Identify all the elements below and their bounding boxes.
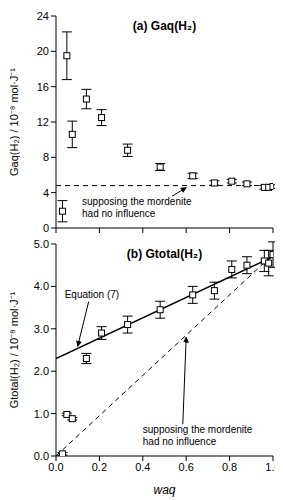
svg-text:0.4: 0.4 xyxy=(135,461,150,473)
svg-text:8: 8 xyxy=(43,151,49,163)
svg-text:Gaq(H₂) / 10⁻⁸ mol·J⁻¹: Gaq(H₂) / 10⁻⁸ mol·J⁻¹ xyxy=(8,68,20,176)
svg-text:3.0: 3.0 xyxy=(34,323,49,335)
svg-text:waq: waq xyxy=(153,483,175,497)
svg-text:24: 24 xyxy=(37,10,49,22)
svg-text:12: 12 xyxy=(37,116,49,128)
svg-text:5.0: 5.0 xyxy=(34,240,49,250)
svg-text:2.0: 2.0 xyxy=(34,365,49,377)
svg-text:0.8: 0.8 xyxy=(222,461,237,473)
html-text:(b) Gtotal(H₂): (b) Gtotal(H₂) xyxy=(126,247,203,261)
svg-text:0: 0 xyxy=(43,222,49,234)
svg-text:Gtotal(H₂) / 10⁻⁸ mol·J⁻¹: Gtotal(H₂) / 10⁻⁸ mol·J⁻¹ xyxy=(8,291,20,408)
svg-text:0.0: 0.0 xyxy=(34,450,49,462)
svg-text:20: 20 xyxy=(37,45,49,57)
svg-text:1.0: 1.0 xyxy=(265,461,275,473)
svg-text:0.0: 0.0 xyxy=(48,461,63,473)
svg-text:0.2: 0.2 xyxy=(92,461,107,473)
svg-text:1.0: 1.0 xyxy=(34,408,49,420)
html-text:supposing the mordenite had no: supposing the mordenite had no influence xyxy=(142,424,253,448)
svg-text:4.0: 4.0 xyxy=(34,280,49,292)
svg-text:4: 4 xyxy=(43,187,49,199)
svg-text:0.6: 0.6 xyxy=(179,461,194,473)
html-text:Equation (7): Equation (7) xyxy=(64,288,120,300)
html-text:(a) Gaq(H₂): (a) Gaq(H₂) xyxy=(132,19,197,33)
svg-text:16: 16 xyxy=(37,81,49,93)
html-text:supposing the mordenite had no: supposing the mordenite had no influence xyxy=(82,196,192,220)
